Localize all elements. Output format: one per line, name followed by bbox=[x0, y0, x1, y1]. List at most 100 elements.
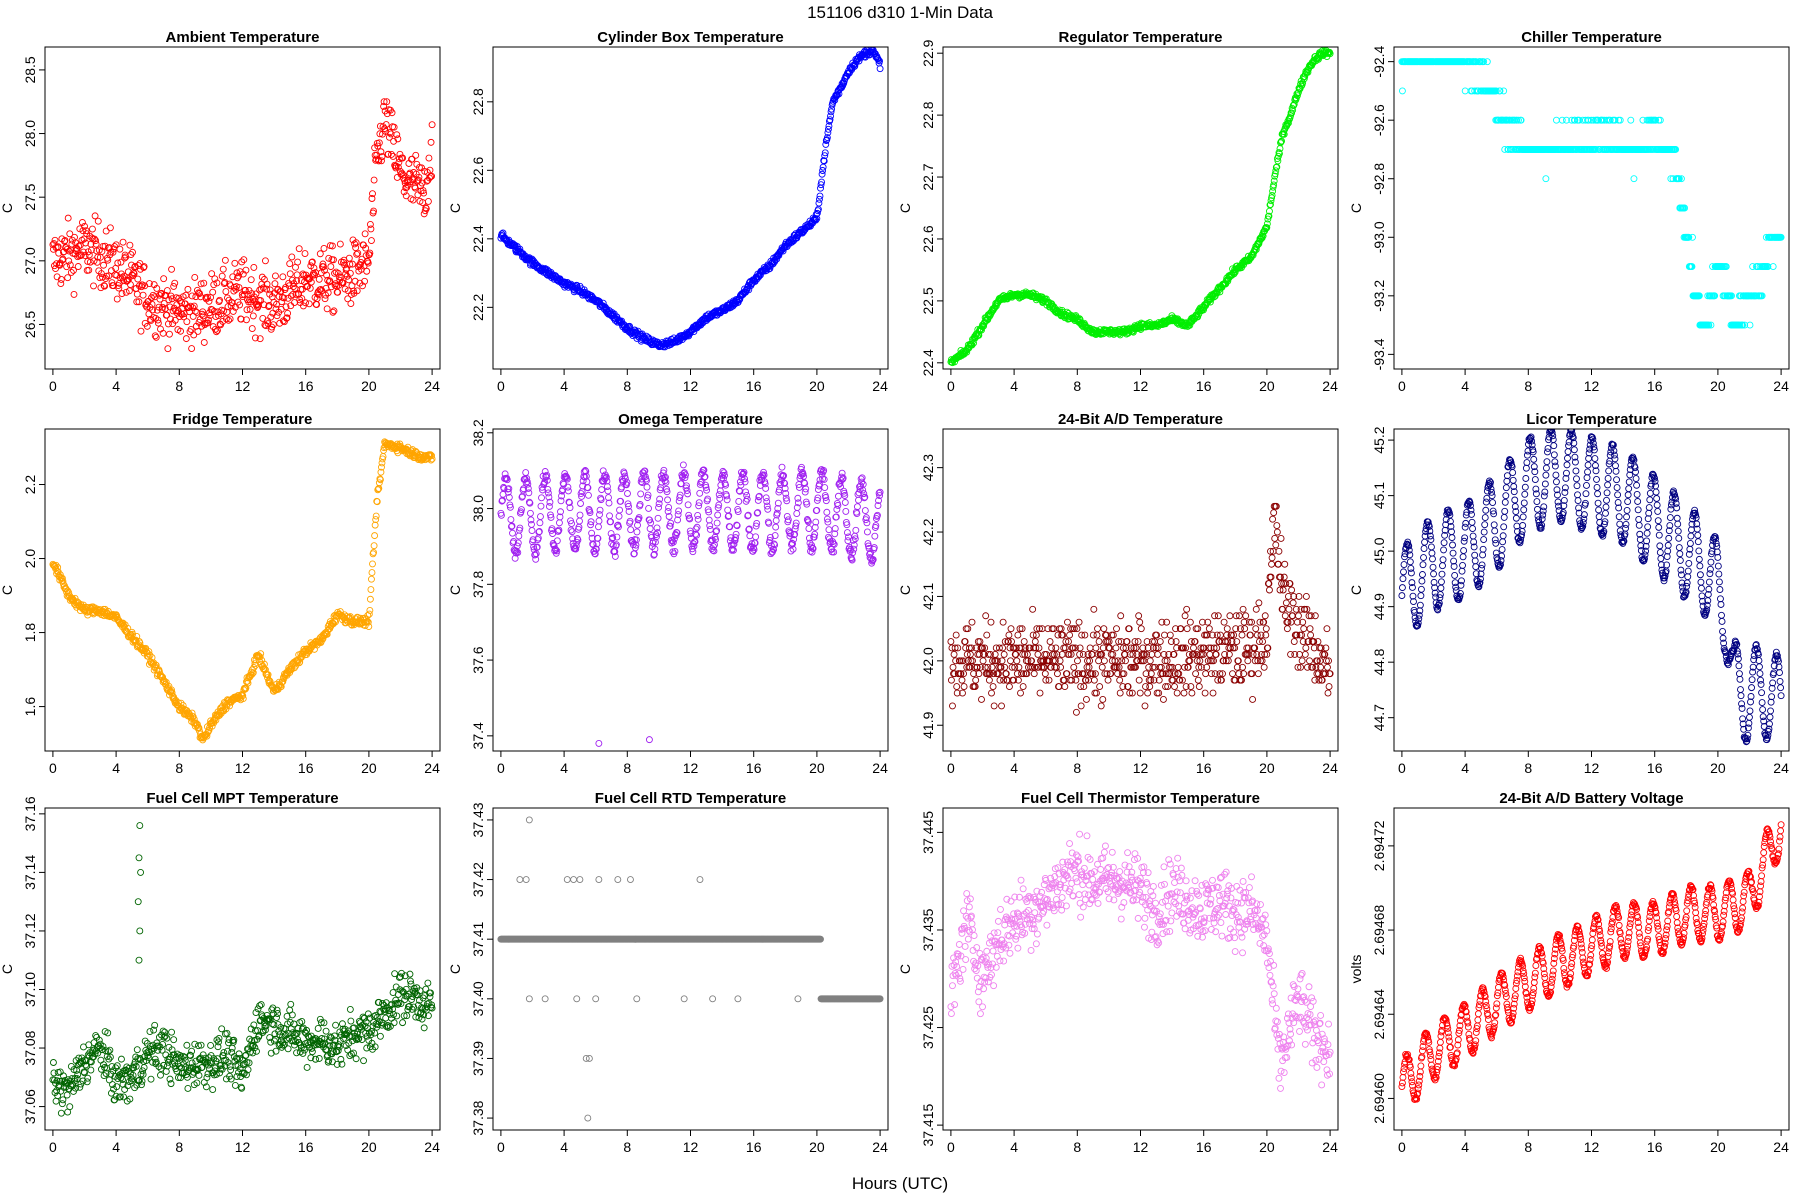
data-point bbox=[1681, 204, 1689, 212]
data-point bbox=[346, 269, 354, 277]
data-point bbox=[860, 494, 868, 502]
data-point bbox=[1122, 644, 1130, 652]
data-point bbox=[1031, 663, 1039, 671]
data-point bbox=[778, 463, 786, 471]
data-point bbox=[226, 702, 234, 710]
data-point bbox=[1090, 676, 1098, 684]
data-point bbox=[691, 538, 699, 546]
data-point bbox=[1116, 676, 1124, 684]
data-point bbox=[184, 709, 192, 717]
data-point bbox=[650, 550, 658, 558]
data-point bbox=[145, 280, 153, 287]
data-point bbox=[375, 139, 383, 147]
data-point bbox=[817, 181, 825, 189]
data-point bbox=[1002, 670, 1010, 678]
data-point bbox=[866, 550, 873, 558]
data-point bbox=[380, 102, 388, 110]
data-point bbox=[216, 296, 224, 304]
data-point bbox=[1098, 663, 1106, 671]
data-point bbox=[557, 508, 564, 516]
data-point bbox=[145, 648, 153, 655]
data-point bbox=[51, 236, 59, 244]
data-point bbox=[1271, 170, 1279, 178]
x-tick-label: 16 bbox=[298, 378, 314, 394]
data-point bbox=[1707, 321, 1715, 329]
data-point bbox=[195, 289, 202, 297]
data-point bbox=[781, 479, 789, 487]
chart-title: Omega Temperature bbox=[618, 411, 763, 428]
data-point bbox=[78, 219, 86, 226]
data-point bbox=[714, 504, 722, 512]
data-point bbox=[1741, 321, 1749, 329]
data-point bbox=[1183, 605, 1191, 613]
data-point bbox=[402, 192, 410, 200]
data-point bbox=[804, 518, 812, 526]
data-point bbox=[969, 657, 976, 665]
plot-frame bbox=[492, 428, 889, 752]
data-point bbox=[427, 456, 435, 464]
data-point bbox=[1126, 689, 1134, 697]
data-point bbox=[100, 261, 107, 269]
data-point bbox=[972, 676, 980, 684]
data-point bbox=[968, 644, 975, 652]
data-point bbox=[1689, 233, 1696, 241]
data-point bbox=[75, 242, 83, 250]
data-point bbox=[1104, 676, 1112, 684]
data-point bbox=[752, 533, 760, 541]
chart-title: Regulator Temperature bbox=[1059, 29, 1223, 46]
chart-title: Ambient Temperature bbox=[166, 29, 320, 46]
data-point bbox=[368, 195, 376, 202]
data-point bbox=[61, 236, 69, 244]
data-point bbox=[403, 446, 411, 454]
data-point bbox=[973, 663, 981, 671]
data-point bbox=[1764, 263, 1772, 270]
data-point bbox=[1432, 29, 1438, 35]
data-point bbox=[504, 488, 512, 496]
data-point bbox=[372, 516, 380, 524]
data-point bbox=[182, 335, 190, 343]
data-point bbox=[54, 563, 62, 571]
data-point bbox=[979, 657, 987, 665]
data-point bbox=[319, 260, 327, 268]
data-series bbox=[947, 502, 1334, 716]
data-point bbox=[1517, 116, 1525, 124]
data-point bbox=[1032, 631, 1040, 639]
data-point bbox=[349, 260, 356, 268]
data-point bbox=[1128, 689, 1136, 697]
data-point bbox=[1142, 670, 1150, 678]
data-point bbox=[843, 521, 851, 529]
data-point bbox=[369, 560, 376, 568]
data-point bbox=[288, 276, 296, 284]
data-point bbox=[1116, 689, 1124, 697]
data-point bbox=[851, 535, 859, 543]
data-point bbox=[102, 227, 110, 235]
data-point bbox=[323, 630, 331, 638]
data-point bbox=[960, 683, 968, 691]
data-point bbox=[229, 307, 237, 315]
data-point bbox=[1068, 676, 1076, 684]
data-point bbox=[1122, 657, 1129, 665]
data-point bbox=[200, 339, 208, 346]
data-point bbox=[1071, 670, 1079, 678]
data-point bbox=[793, 510, 801, 517]
data-point bbox=[273, 312, 281, 320]
data-point bbox=[715, 491, 723, 499]
data-point bbox=[712, 536, 719, 543]
data-point bbox=[1015, 663, 1023, 671]
data-point bbox=[965, 644, 973, 652]
data-point bbox=[1065, 650, 1073, 658]
data-point bbox=[364, 259, 372, 267]
data-point bbox=[63, 263, 71, 271]
data-point bbox=[794, 494, 802, 502]
data-point bbox=[784, 516, 792, 524]
data-point bbox=[816, 480, 823, 488]
data-point bbox=[1036, 689, 1044, 697]
data-point bbox=[287, 666, 295, 674]
x-tick-label: 16 bbox=[746, 378, 762, 394]
data-point bbox=[1193, 657, 1201, 665]
data-point bbox=[694, 511, 702, 519]
data-point bbox=[954, 644, 962, 652]
data-point bbox=[602, 474, 610, 482]
data-point bbox=[665, 513, 673, 520]
